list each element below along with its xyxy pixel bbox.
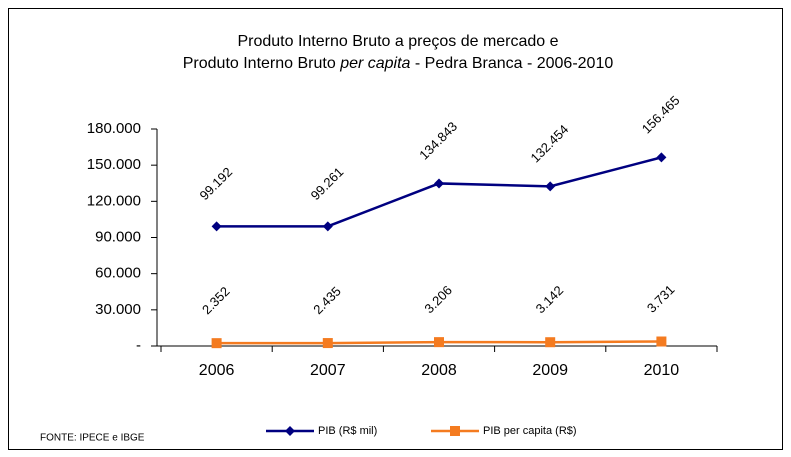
y-tick-label: 90.000 xyxy=(95,228,141,245)
legend-label: PIB (R$ mil) xyxy=(318,425,377,437)
chart-border xyxy=(8,8,783,450)
x-tick-label: 2007 xyxy=(310,362,346,379)
title-part: Produto Interno Bruto xyxy=(183,55,340,72)
data-point xyxy=(545,337,556,348)
x-tick-label: 2010 xyxy=(644,362,680,379)
y-tick-label: - xyxy=(136,337,141,354)
x-tick-label: 2008 xyxy=(421,362,457,379)
x-tick-label: 2009 xyxy=(532,362,568,379)
chart-title: Produto Interno Bruto a preços de mercad… xyxy=(237,33,558,50)
data-point xyxy=(322,338,333,349)
y-tick-label: 180.000 xyxy=(87,120,141,137)
data-point xyxy=(656,152,667,163)
legend-label: PIB per capita (R$) xyxy=(483,425,577,437)
data-point xyxy=(211,338,222,349)
legend-marker xyxy=(285,426,295,436)
legend-marker xyxy=(450,426,460,436)
title-part: - Pedra Branca - 2006-2010 xyxy=(410,55,613,72)
data-point xyxy=(434,337,444,348)
title-part: per capita xyxy=(339,55,410,72)
data-point xyxy=(434,178,444,189)
y-tick-label: 30.000 xyxy=(95,301,141,318)
chart-title: Produto Interno Bruto per capita - Pedra… xyxy=(183,55,614,72)
y-tick-label: 60.000 xyxy=(95,265,141,282)
source-note: FONTE: IPECE e IBGE xyxy=(40,433,145,444)
y-tick-label: 120.000 xyxy=(87,192,141,209)
data-point xyxy=(656,336,667,347)
data-point xyxy=(545,181,556,192)
x-tick-label: 2006 xyxy=(199,362,235,379)
data-point xyxy=(211,221,222,232)
data-point xyxy=(322,221,333,232)
y-tick-label: 150.000 xyxy=(87,156,141,173)
